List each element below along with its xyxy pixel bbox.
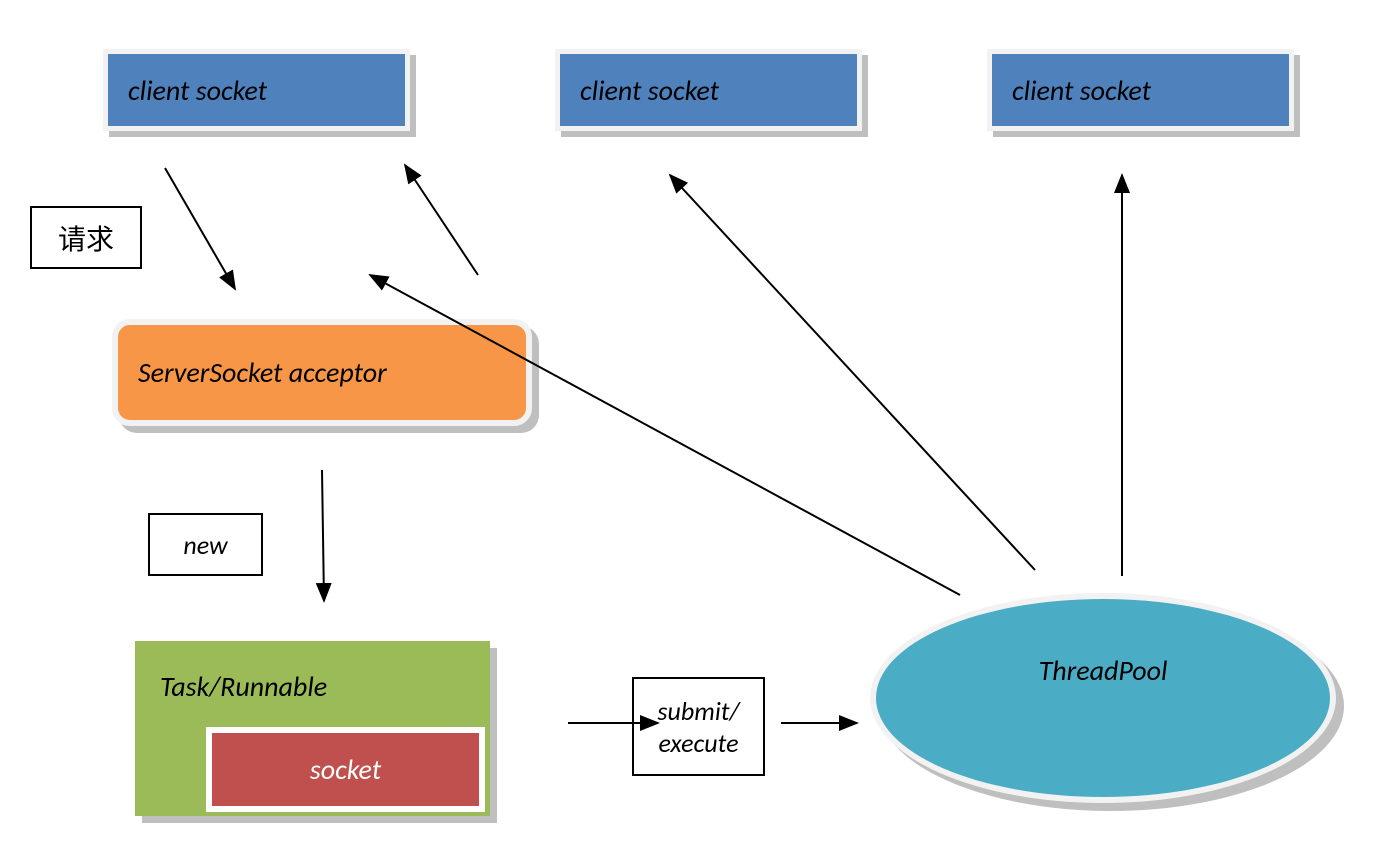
edge-threadpool-client2 <box>670 175 1035 570</box>
server-socket-acceptor: ServerSocket acceptor <box>112 319 532 426</box>
socket-label: socket <box>310 752 381 787</box>
threadpool-node: ThreadPool <box>870 593 1336 803</box>
edge-threadpool-client1-b <box>405 165 478 275</box>
submit-label-box: submit/ execute <box>632 677 765 776</box>
request-label-box: 请求 <box>30 206 142 269</box>
client1-label: client socket <box>128 73 267 108</box>
client3-label: client socket <box>1012 73 1151 108</box>
task-label: Task/Runnable <box>160 669 327 704</box>
client-socket-3: client socket <box>987 49 1294 131</box>
request-text: 请求 <box>58 218 114 258</box>
acceptor-label: ServerSocket acceptor <box>138 355 387 390</box>
submit-text1: submit/ <box>657 695 739 727</box>
client-socket-1: client socket <box>103 49 410 131</box>
threadpool-wrap: ThreadPool <box>870 593 1336 803</box>
edge-acceptor-task <box>322 470 324 601</box>
socket-node: socket <box>206 727 485 812</box>
submit-text2: execute <box>658 727 738 759</box>
new-text: new <box>183 529 227 561</box>
edge-client1-acceptor <box>165 168 235 289</box>
new-label-box: new <box>148 513 263 576</box>
threadpool-label: ThreadPool <box>1039 653 1168 688</box>
client2-label: client socket <box>580 73 719 108</box>
client-socket-2: client socket <box>555 49 862 131</box>
